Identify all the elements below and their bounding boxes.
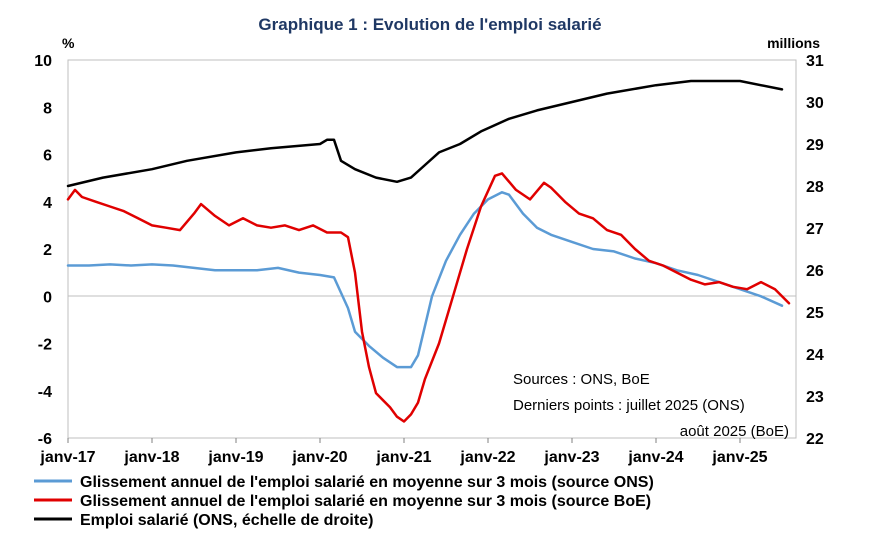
right-tick-label: 28	[806, 179, 824, 196]
x-tick-label: janv-23	[543, 449, 599, 466]
annotation-line: Sources : ONS, BoE	[513, 371, 650, 388]
right-tick-label: 23	[806, 389, 824, 406]
series-line-2	[66, 172, 791, 423]
x-tick-label: janv-21	[375, 449, 431, 466]
right-tick-label: 27	[806, 221, 824, 238]
left-tick-label: -2	[38, 337, 52, 354]
source-annotation: Sources : ONS, BoE Derniers points : jui…	[513, 371, 789, 440]
series-lines	[66, 79, 791, 423]
x-tick-label: janv-24	[627, 449, 683, 466]
left-axis-unit: %	[62, 35, 75, 51]
right-tick-label: 29	[806, 137, 824, 154]
right-tick-label: 26	[806, 263, 824, 280]
x-tick-label: janv-18	[123, 449, 179, 466]
x-tick-label: janv-22	[459, 449, 515, 466]
left-tick-label: 0	[43, 289, 52, 306]
left-tick-label: 4	[43, 195, 52, 212]
x-tick-label: janv-17	[39, 449, 95, 466]
legend: Glissement annuel de l'emploi salarié en…	[34, 474, 654, 529]
x-axis: janv-17 janv-18 janv-19 janv-20 janv-21 janv-…	[39, 438, 768, 466]
right-tick-label: 22	[806, 431, 824, 448]
left-axis: 10 8 6 4 2 0 -2 -4 -6	[34, 53, 52, 448]
left-tick-label: 10	[34, 53, 52, 70]
legend-label: Glissement annuel de l'emploi salarié en…	[80, 493, 651, 510]
series-line-3	[66, 79, 784, 188]
left-tick-label: -4	[38, 384, 52, 401]
legend-label: Emploi salarié (ONS, échelle de droite)	[80, 512, 373, 529]
right-tick-label: 24	[806, 347, 824, 364]
right-tick-label: 31	[806, 53, 824, 70]
right-axis: 31 30 29 28 27 26 25 24 23 22	[806, 53, 824, 448]
legend-label: Glissement annuel de l'emploi salarié en…	[80, 474, 654, 491]
right-axis-unit: millions	[767, 35, 820, 51]
x-tick-label: janv-20	[291, 449, 347, 466]
left-tick-label: -6	[38, 431, 52, 448]
left-tick-label: 6	[43, 148, 52, 165]
series-line-1	[66, 191, 784, 369]
annotation-line: Derniers points : juillet 2025 (ONS)	[513, 397, 745, 414]
plot-area	[67, 59, 797, 439]
annotation-line: août 2025 (BoE)	[680, 423, 789, 440]
right-tick-label: 30	[806, 95, 824, 112]
chart-title: Graphique 1 : Evolution de l'emploi sala…	[258, 15, 601, 34]
x-tick-label: janv-19	[207, 449, 263, 466]
right-tick-label: 25	[806, 305, 824, 322]
left-tick-label: 8	[43, 100, 52, 117]
x-tick-label: janv-25	[711, 449, 767, 466]
left-tick-label: 2	[43, 242, 52, 259]
